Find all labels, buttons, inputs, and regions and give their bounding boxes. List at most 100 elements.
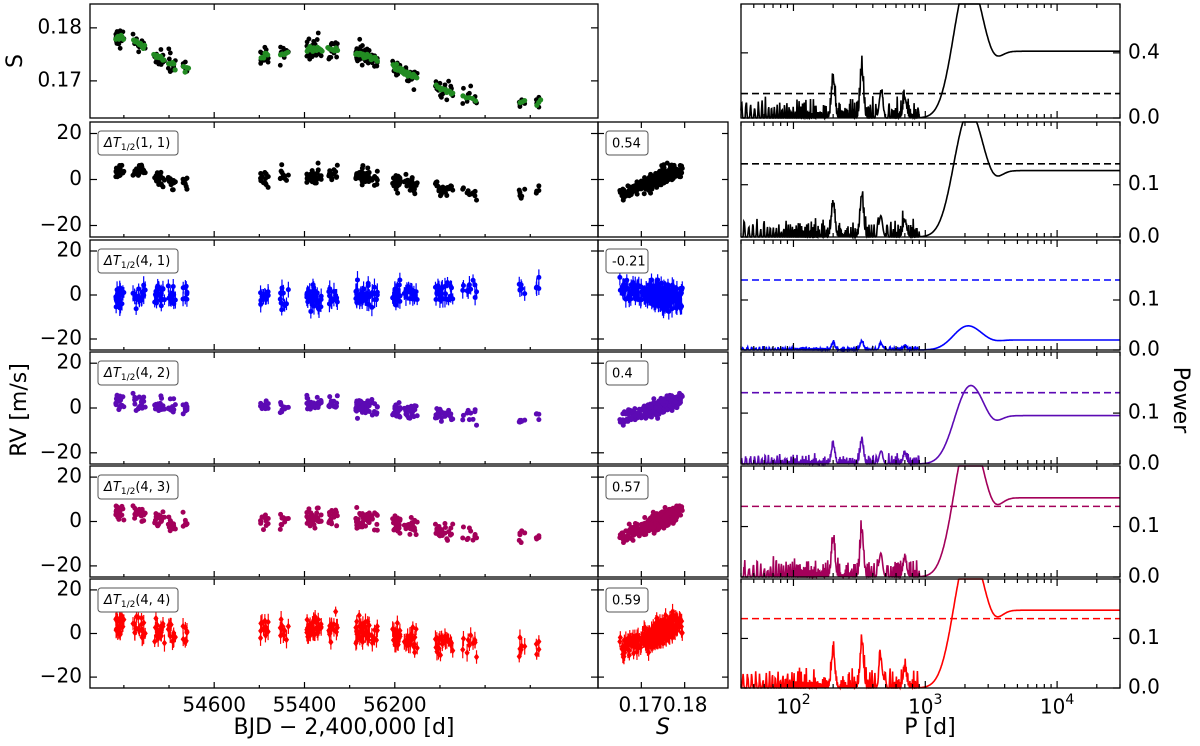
sindex-point xyxy=(117,45,123,51)
rv-point xyxy=(165,283,171,289)
rv-point xyxy=(180,509,186,515)
rv-point xyxy=(359,165,365,171)
rv-point xyxy=(436,284,442,290)
rv-point xyxy=(667,175,673,181)
rv-point xyxy=(396,400,402,406)
rv-point xyxy=(314,505,320,511)
rv-point xyxy=(460,417,466,423)
rv-point xyxy=(161,406,167,412)
y-tick-label: 0.18 xyxy=(37,14,82,38)
rv-point xyxy=(364,301,370,307)
rv-point xyxy=(536,188,542,194)
rv-point xyxy=(413,532,419,538)
sindex-point xyxy=(311,38,317,44)
rv-point xyxy=(354,504,360,510)
rv-point xyxy=(617,188,623,194)
rv-point xyxy=(374,292,380,298)
row-label: ΔT1/2(4, 3) xyxy=(103,480,170,497)
x-tick-label: 54600 xyxy=(182,693,246,717)
sindex-binned-point xyxy=(522,97,528,104)
rv-point xyxy=(392,286,398,292)
rv-point xyxy=(310,400,316,406)
sindex-binned-point xyxy=(414,75,420,81)
periodogram-line xyxy=(741,121,1120,241)
rv-point xyxy=(305,514,311,520)
rv-point xyxy=(442,185,448,191)
rv-point xyxy=(649,277,655,283)
rv-point xyxy=(445,280,451,286)
rv-point xyxy=(357,524,363,530)
rv-point xyxy=(437,406,443,412)
rv-point xyxy=(113,509,119,515)
rv-point xyxy=(334,513,340,519)
rv-point xyxy=(653,405,659,411)
rv-point xyxy=(369,304,375,310)
row-label: ΔT1/2(4, 4) xyxy=(103,593,170,610)
rv-point xyxy=(671,284,677,290)
rv-point xyxy=(677,290,683,296)
rv-point xyxy=(364,170,370,176)
y-tick-label-power: 0.0 xyxy=(1128,224,1160,248)
rv-point xyxy=(365,165,371,171)
rv-point xyxy=(152,292,158,298)
sindex-point xyxy=(166,46,172,52)
axes-periodogram-3 xyxy=(740,351,1121,465)
rv-point xyxy=(305,406,311,412)
rv-point xyxy=(413,289,419,295)
sindex-point xyxy=(167,69,173,74)
rv-point xyxy=(334,393,340,399)
axes-periodogram-1 xyxy=(740,121,1121,238)
sindex-point xyxy=(460,101,466,106)
axes-frames xyxy=(89,3,1121,689)
rv-point xyxy=(156,512,162,518)
rv-point xyxy=(408,514,414,520)
rv-point xyxy=(262,512,268,518)
rv-point xyxy=(664,170,670,176)
rv-point xyxy=(472,532,478,538)
rv-point xyxy=(466,417,472,423)
rv-point xyxy=(152,517,158,523)
y-tick-label: 20 xyxy=(57,238,82,262)
rv-point xyxy=(364,407,370,413)
rv-point xyxy=(664,179,670,185)
sindex-point xyxy=(166,56,172,62)
rv-point xyxy=(278,175,284,181)
rv-point xyxy=(365,280,371,286)
rv-point xyxy=(390,516,396,522)
y-tick-label: 0 xyxy=(69,282,82,306)
rv-point xyxy=(304,179,310,185)
sindex-point xyxy=(517,104,523,109)
rv-point xyxy=(258,402,264,408)
rv-point xyxy=(636,297,642,303)
rv-point xyxy=(654,180,660,186)
corr-value: 0.59 xyxy=(612,594,641,609)
rv-point xyxy=(409,526,415,532)
y-tick-label: 0 xyxy=(69,166,82,190)
y-tick-label: −20 xyxy=(40,439,82,463)
rv-point xyxy=(403,523,409,529)
periodogram-line xyxy=(740,578,1120,691)
rv-point xyxy=(460,287,466,293)
rv-point xyxy=(648,403,654,409)
rv-point xyxy=(114,504,120,510)
rv-point xyxy=(470,277,476,283)
rv-point xyxy=(473,653,480,661)
rv-point xyxy=(139,509,145,515)
rv-point xyxy=(672,173,678,179)
rv-point xyxy=(167,179,173,185)
rv-point xyxy=(448,525,454,531)
rv-point xyxy=(536,183,542,189)
sindex-point xyxy=(326,56,332,62)
panel-rv-s-4 xyxy=(617,503,685,546)
rv-point xyxy=(516,537,522,543)
rv-point xyxy=(278,615,284,623)
rv-point xyxy=(371,284,377,290)
sindex-point xyxy=(130,31,136,37)
rv-point xyxy=(634,191,640,197)
y-tick-label: 20 xyxy=(57,464,82,488)
rv-point xyxy=(318,518,324,524)
sindex-point xyxy=(446,78,452,84)
y-tick-label: 0 xyxy=(69,395,82,419)
sindex-point xyxy=(334,54,340,60)
rv-point xyxy=(172,402,178,408)
